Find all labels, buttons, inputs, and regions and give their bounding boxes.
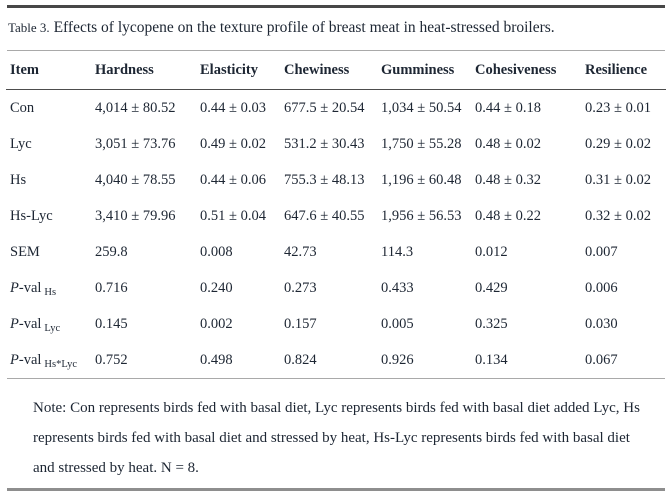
table-row-con: Con 4,014 ± 80.52 0.44 ± 0.03 677.5 ± 20…	[6, 90, 666, 127]
table-cell: 3,410 ± 79.96	[95, 207, 176, 224]
row-label-text: Lyc	[10, 135, 32, 152]
table-cell: 0.824	[284, 351, 317, 368]
table-cell: 0.007	[585, 243, 618, 260]
table-cell: 0.157	[284, 315, 317, 332]
column-header-gumminess: Gumminess	[377, 51, 471, 90]
row-label-text: Hs-Lyc	[10, 207, 53, 224]
table-cell: 755.3 ± 48.13	[284, 171, 365, 188]
pval-italic: P	[10, 279, 19, 296]
table-cell: 4,040 ± 78.55	[95, 171, 176, 188]
table-cell: 0.716	[95, 279, 128, 296]
row-label-text: Con	[10, 99, 35, 116]
row-label-subscript: Hs*Lyc	[44, 358, 78, 370]
row-label-text: -val	[18, 315, 42, 332]
row-label: Con	[6, 90, 91, 127]
table-cell: 0.48 ± 0.32	[475, 171, 541, 188]
table-cell: 0.29 ± 0.02	[585, 135, 651, 152]
table-cell: 0.44 ± 0.18	[475, 99, 541, 116]
row-label-subscript: Hs	[44, 286, 57, 298]
row-label-text: -val	[18, 279, 42, 296]
pval-italic: P	[10, 351, 19, 368]
table-cell: 4,014 ± 80.52	[95, 99, 176, 116]
table-bottom-divider	[7, 378, 665, 379]
table-cell: 0.325	[475, 315, 508, 332]
table-cell: 1,034 ± 50.54	[381, 99, 462, 116]
column-header-resilience: Resilience	[581, 51, 666, 90]
top-divider	[7, 5, 665, 8]
table-cell: 0.008	[200, 243, 233, 260]
table-cell: 0.429	[475, 279, 508, 296]
row-label-subscript: Lyc	[44, 322, 61, 334]
column-header-chewiness: Chewiness	[280, 51, 377, 90]
table-footnote: Note: Con represents birds fed with basa…	[33, 400, 640, 476]
table-cell: 0.31 ± 0.02	[585, 171, 651, 188]
table-cell: 259.8	[95, 243, 128, 260]
table-cell: 0.134	[475, 351, 508, 368]
row-label: Hs-Lyc	[6, 198, 91, 234]
table-row-pval-lyc: P-val Lyc 0.145 0.002 0.157 0.005 0.325 0…	[6, 306, 666, 342]
table-cell: 0.48 ± 0.22	[475, 207, 541, 224]
table-cell: 0.32 ± 0.02	[585, 207, 651, 224]
table-cell: 1,750 ± 55.28	[381, 135, 462, 152]
table-cell: 0.752	[95, 351, 128, 368]
table-cell: 42.73	[284, 243, 317, 260]
pval-italic: P	[10, 315, 19, 332]
table-cell: 531.2 ± 30.43	[284, 135, 365, 152]
column-header-cohesiveness: Cohesiveness	[471, 51, 581, 90]
table-cell: 0.498	[200, 351, 233, 368]
row-label: Hs	[6, 162, 91, 198]
table-cell: 3,051 ± 73.76	[95, 135, 176, 152]
table-caption: Effects of lycopene on the texture profi…	[53, 19, 555, 36]
row-label-text: Hs	[10, 171, 27, 188]
row-label: P-val Lyc	[6, 306, 91, 342]
table-cell: 0.44 ± 0.03	[200, 99, 266, 116]
table-cell: 0.240	[200, 279, 233, 296]
table-cell: 0.51 ± 0.04	[200, 207, 266, 224]
header-row: Item Hardness Elasticity Chewiness Gummi…	[6, 51, 666, 90]
row-label-text: -val	[18, 351, 42, 368]
table-cell: 0.926	[381, 351, 414, 368]
table-cell: 0.006	[585, 279, 618, 296]
table-cell: 0.067	[585, 351, 618, 368]
column-header-item: Item	[6, 51, 91, 90]
bottom-divider	[7, 488, 665, 491]
row-label: P-val Hs*Lyc	[6, 342, 91, 378]
table-row-pval-hs-lyc: P-val Hs*Lyc 0.752 0.498 0.824 0.926 0.13…	[6, 342, 666, 378]
table-cell: 0.002	[200, 315, 233, 332]
table-cell: 647.6 ± 40.55	[284, 207, 365, 224]
table-title: Table 3. Effects of lycopene on the text…	[8, 17, 662, 39]
texture-profile-table: Item Hardness Elasticity Chewiness Gummi…	[6, 51, 666, 378]
table-row-lyc: Lyc 3,051 ± 73.76 0.49 ± 0.02 531.2 ± 30…	[6, 126, 666, 162]
table-row-hs: Hs 4,040 ± 78.55 0.44 ± 0.06 755.3 ± 48.…	[6, 162, 666, 198]
table-cell: 0.273	[284, 279, 317, 296]
table-cell: 0.433	[381, 279, 414, 296]
table-cell: 0.49 ± 0.02	[200, 135, 266, 152]
table-cell: 677.5 ± 20.54	[284, 99, 365, 116]
table-cell: 1,956 ± 56.53	[381, 207, 462, 224]
table-number-label: Table 3.	[8, 20, 50, 35]
table-cell: 0.005	[381, 315, 414, 332]
table-row-sem: SEM 259.8 0.008 42.73 114.3 0.012 0.007	[6, 234, 666, 270]
table-row-pval-hs: P-val Hs 0.716 0.240 0.273 0.433 0.429 0.…	[6, 270, 666, 306]
table-row-hs-lyc: Hs-Lyc 3,410 ± 79.96 0.51 ± 0.04 647.6 ±…	[6, 198, 666, 234]
table-cell: 0.030	[585, 315, 618, 332]
table-cell: 0.012	[475, 243, 508, 260]
table-cell: 1,196 ± 60.48	[381, 171, 462, 188]
table-cell: 0.23 ± 0.01	[585, 99, 651, 116]
row-label: Lyc	[6, 126, 91, 162]
row-label: SEM	[6, 234, 91, 270]
table-cell: 0.145	[95, 315, 128, 332]
title-divider	[7, 50, 665, 51]
row-label-text: SEM	[10, 243, 40, 260]
column-header-hardness: Hardness	[91, 51, 196, 90]
column-header-elasticity: Elasticity	[196, 51, 280, 90]
table-cell: 114.3	[381, 243, 414, 260]
table-cell: 0.44 ± 0.06	[200, 171, 266, 188]
table-cell: 0.48 ± 0.02	[475, 135, 541, 152]
row-label: P-val Hs	[6, 270, 91, 306]
